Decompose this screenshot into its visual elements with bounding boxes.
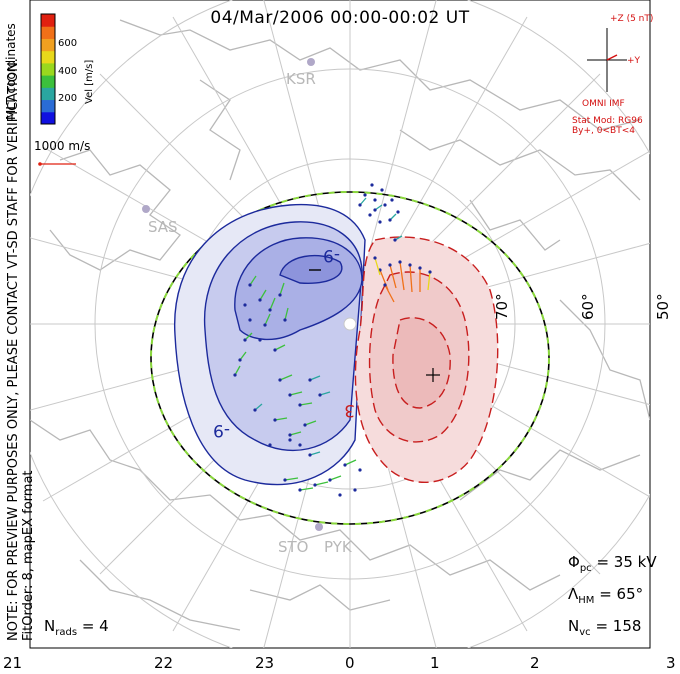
colorbar-swatch (41, 87, 55, 101)
velocity-vectors (233, 183, 432, 497)
mlt-tick-0: 0 (345, 654, 355, 672)
colorbar-label: Vel [m/s] (84, 60, 95, 104)
mlt-tick-21: 21 (3, 654, 23, 672)
mlt-tick-23: 23 (255, 654, 275, 672)
colorbar-tick-400: 400 (58, 66, 77, 77)
mlt-tick-22: 22 (154, 654, 174, 672)
stat-lambda-hm-symbol: Λ (568, 585, 579, 603)
stat-lambda-hm-sub: HM (578, 595, 595, 606)
station-label-ksr: KSR (286, 70, 316, 88)
contour-label-3: 3 (344, 400, 355, 420)
potential-max-marker (426, 368, 440, 382)
colorbar-swatch (41, 14, 55, 27)
colorbar-swatch (41, 38, 55, 52)
station-label-pyk: PYK (324, 538, 353, 556)
lat-label-60: 60° (579, 293, 597, 320)
scale-vector-label: 1000 m/s (34, 139, 91, 153)
imf-model: Stat Mod: RG96 (572, 116, 643, 126)
colorbar-tick-600: 600 (58, 38, 77, 49)
hm-boundary-dash (150, 191, 550, 525)
stat-n-vc: Nvc = 158 (568, 617, 641, 638)
colorbar-swatch (41, 99, 55, 113)
colorbar-swatch (41, 75, 55, 88)
stat-phi-pc-sub: pc (579, 563, 592, 574)
imf-source: OMNI IMF (582, 99, 625, 109)
pole-marker (343, 317, 357, 331)
station-markers (142, 58, 323, 531)
dawn-cell (354, 236, 499, 484)
stat-lambda-hm: ΛHM = 65° (568, 585, 643, 606)
coastlines (30, 19, 650, 631)
contour-label-2: -9 (213, 420, 230, 440)
colorbar-tick-200: 200 (58, 93, 77, 104)
stat-phi-pc-value: = 35 kV (596, 553, 657, 571)
side-note-line2: FitOrder: 8, mapEX format (21, 470, 36, 641)
station-label-sto: STO (278, 538, 309, 556)
colorbar-swatch (41, 62, 55, 76)
map-title: 04/Mar/2006 00:00-00:02 UT (210, 8, 470, 28)
colorbar-swatch (41, 111, 55, 125)
imf-dial (587, 28, 627, 92)
colorbar (40, 13, 56, 125)
stat-n-rads-value: = 4 (81, 617, 109, 635)
stat-n-rads-sub: rads (55, 627, 78, 638)
mlt-tick-1: 1 (430, 654, 440, 672)
colorbar-border (40, 13, 56, 125)
stat-n-vc-value: = 158 (595, 617, 642, 635)
scale-vector-sample (38, 162, 76, 166)
stat-n-rads: Nrads = 4 (44, 617, 109, 638)
side-note-line1: NOTE: FOR PREVIEW PURPOSES ONLY, PLEASE … (6, 58, 21, 641)
stat-n-vc-symbol: N (568, 617, 580, 635)
lat-label-50: 50° (654, 293, 672, 320)
side-note: NOTE: FOR PREVIEW PURPOSES ONLY, PLEASE … (6, 11, 36, 641)
lat-label-70: 70° (493, 293, 511, 320)
stat-phi-pc: Φpc = 35 kV (568, 553, 657, 574)
stat-n-vc-sub: vc (579, 627, 591, 638)
colorbar-swatch (41, 50, 55, 64)
mlt-tick-3: 3 (666, 654, 676, 672)
imf-z-label: +Z (5 nT) (610, 14, 654, 24)
stat-phi-pc-symbol: Φ (568, 553, 580, 571)
mlt-tick-2: 2 (530, 654, 540, 672)
stat-n-rads-symbol: N (44, 617, 56, 635)
colorbar-swatch (41, 26, 55, 39)
dusk-cell (174, 203, 366, 486)
imf-condition: By+, 0<BT<4 (572, 126, 635, 136)
contour-label-1: -9 (323, 245, 340, 265)
stat-lambda-hm-value: = 65° (599, 585, 644, 603)
imf-y-label: +Y (627, 56, 641, 66)
station-label-sas: SAS (148, 218, 178, 236)
